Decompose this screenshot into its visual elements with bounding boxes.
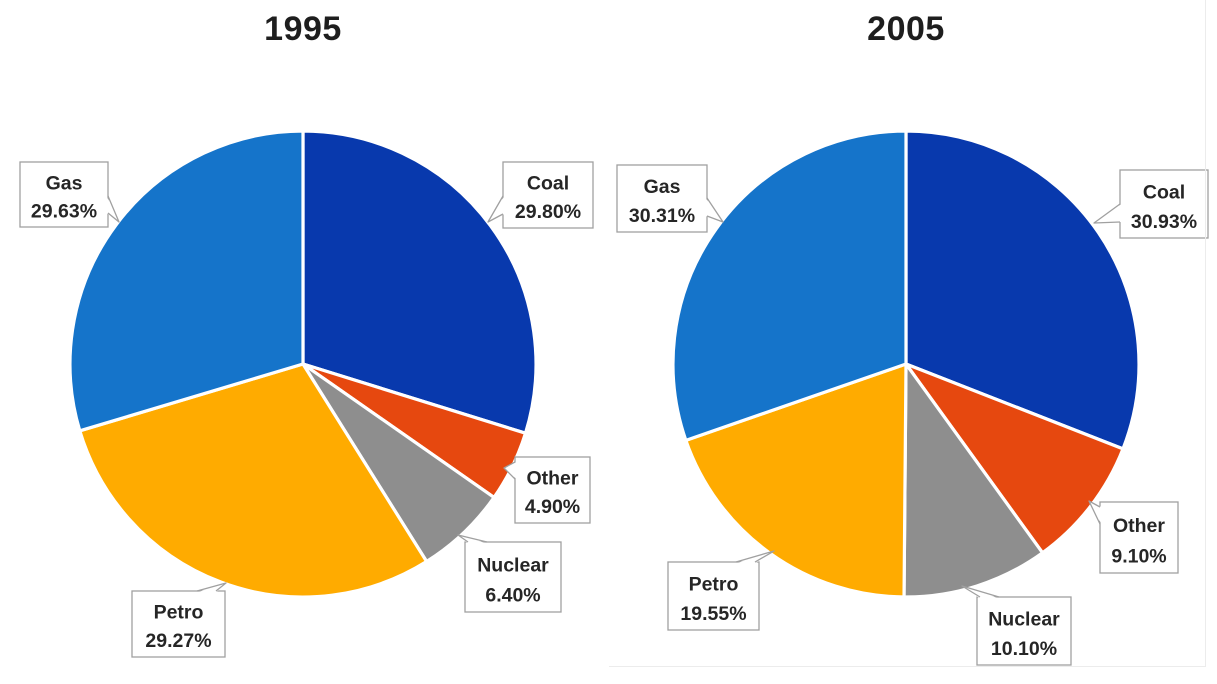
label-category-text: Coal bbox=[1143, 182, 1185, 204]
label-pointer-outline bbox=[1088, 500, 1101, 525]
label-pointer-outline bbox=[503, 461, 516, 480]
pie-chart-1995: Coal 29.80% Other 4.90% Nuclear 6.40% Petro 29.… bbox=[19, 129, 594, 658]
label-value-text: 6.40% bbox=[485, 585, 540, 607]
label-category-text: Gas bbox=[644, 176, 681, 198]
label-box bbox=[976, 596, 1072, 666]
label-callout-2005-gas: Gas 30.31% bbox=[616, 164, 724, 233]
label-callout-2005-coal: Coal 30.93% bbox=[1093, 169, 1209, 239]
label-callout-1995-other: Other 4.90% bbox=[503, 456, 591, 524]
pie-slice-2005-coal bbox=[904, 129, 1141, 451]
label-category-text: Other bbox=[1113, 515, 1165, 537]
label-value-text: 19.55% bbox=[680, 603, 746, 625]
label-value-text: 30.31% bbox=[629, 205, 695, 227]
label-value-text: 9.10% bbox=[1111, 545, 1166, 567]
label-category-text: Coal bbox=[527, 173, 569, 195]
label-pointer-outline bbox=[735, 550, 775, 563]
pie-slice-1995-petro bbox=[78, 362, 429, 599]
label-pointer-outline bbox=[457, 534, 488, 543]
label-value-text: 29.27% bbox=[145, 630, 211, 652]
label-category-text: Gas bbox=[46, 172, 83, 194]
label-value-text: 29.63% bbox=[31, 200, 97, 222]
label-pointer-outline bbox=[107, 195, 120, 223]
label-box bbox=[464, 541, 562, 613]
label-pointer-outline bbox=[961, 585, 1000, 598]
label-callout-1995-nuclear: Nuclear 6.40% bbox=[457, 534, 562, 613]
label-box bbox=[667, 561, 760, 631]
pie-slice-2005-gas bbox=[671, 129, 908, 442]
label-pointer-outline bbox=[196, 582, 227, 592]
label-box bbox=[502, 161, 594, 229]
label-pointer-outline bbox=[706, 197, 724, 223]
label-box bbox=[1119, 169, 1209, 239]
label-category-text: Nuclear bbox=[988, 609, 1060, 631]
label-value-text: 10.10% bbox=[991, 638, 1057, 660]
label-value-text: 30.93% bbox=[1131, 211, 1197, 233]
pie-slice-1995-coal bbox=[301, 129, 538, 435]
label-callout-1995-petro: Petro 29.27% bbox=[131, 582, 227, 658]
label-value-text: 29.80% bbox=[515, 201, 581, 223]
label-category-text: Other bbox=[526, 468, 578, 490]
label-category-text: Petro bbox=[154, 602, 204, 624]
label-category-text: Nuclear bbox=[477, 554, 549, 576]
label-pointer-outline bbox=[487, 195, 504, 223]
label-callout-2005-other: Other 9.10% bbox=[1088, 500, 1179, 574]
pie-slice-2005-nuclear bbox=[902, 362, 1045, 599]
pie-slice-2005-other bbox=[904, 362, 1125, 555]
label-callout-1995-coal: Coal 29.80% bbox=[487, 161, 594, 229]
label-box bbox=[1099, 501, 1179, 574]
label-category-text: Petro bbox=[689, 574, 739, 596]
label-callout-1995-gas: Gas 29.63% bbox=[19, 161, 120, 228]
label-value-text: 4.90% bbox=[525, 496, 580, 518]
label-callout-2005-nuclear: Nuclear 10.10% bbox=[961, 585, 1072, 666]
label-callout-2005-petro: Petro 19.55% bbox=[667, 550, 775, 631]
chart-title-2005: 2005 bbox=[867, 10, 945, 48]
pie-slice-1995-gas bbox=[68, 129, 305, 433]
pie-chart-2005: Coal 30.93% Other 9.10% Nuclear 10.10% Petro 19… bbox=[616, 129, 1209, 666]
label-box bbox=[131, 590, 226, 658]
label-pointer-fill bbox=[504, 462, 517, 479]
label-box bbox=[19, 161, 109, 228]
chart-title-1995: 1995 bbox=[264, 10, 342, 48]
label-pointer-outline bbox=[1093, 203, 1121, 224]
label-box bbox=[514, 456, 591, 524]
